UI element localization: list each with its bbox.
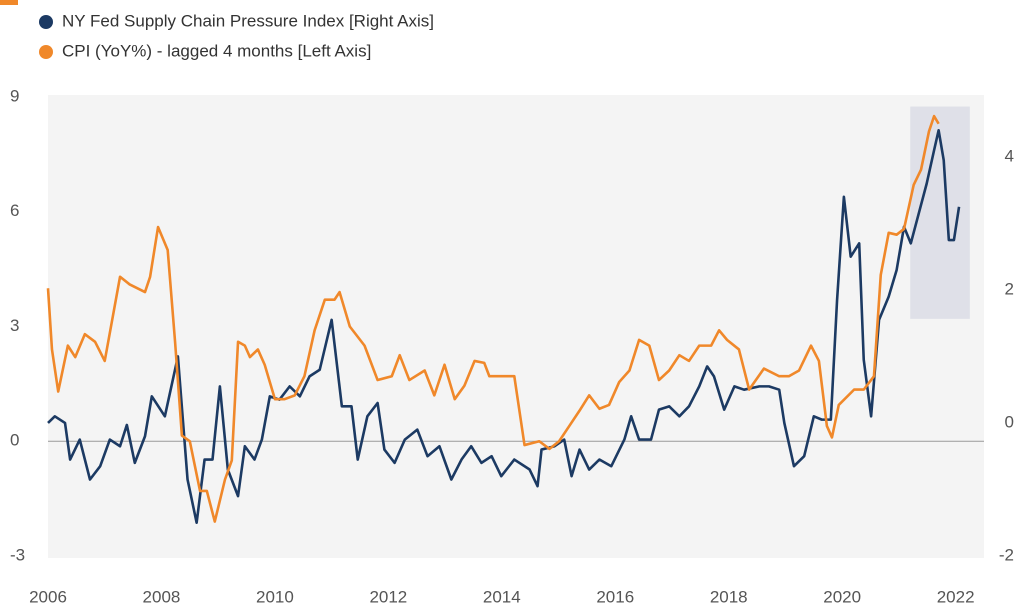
y2-tick-label: 0	[1005, 412, 1014, 431]
legend-marker	[39, 15, 53, 29]
y-tick-label: 0	[10, 431, 19, 450]
y2-tick-label: 4	[1005, 146, 1014, 165]
y-tick-label: 3	[10, 316, 19, 335]
x-tick-label: 2012	[369, 587, 407, 606]
x-tick-label: 2008	[143, 587, 181, 606]
y-tick-label: 6	[10, 201, 19, 220]
x-tick-label: 2018	[710, 587, 748, 606]
y-tick-label: -3	[10, 545, 25, 564]
x-tick-label: 2016	[596, 587, 634, 606]
series-line	[46, 114, 940, 523]
x-tick-label: 2022	[937, 587, 975, 606]
corner-accent	[0, 0, 18, 5]
x-tick-label: 2014	[483, 587, 521, 606]
y-tick-label: 9	[10, 86, 19, 105]
legend-marker	[39, 45, 53, 59]
legend-label: CPI (YoY%) - lagged 4 months [Left Axis]	[62, 41, 371, 60]
plot-background	[48, 95, 984, 558]
x-tick-label: 2020	[823, 587, 861, 606]
legend-label: NY Fed Supply Chain Pressure Index [Righ…	[62, 11, 434, 30]
y2-tick-label: -2	[999, 545, 1014, 564]
series-line	[47, 128, 961, 525]
y2-tick-label: 2	[1005, 279, 1014, 298]
x-tick-label: 2010	[256, 587, 294, 606]
x-tick-label: 2006	[29, 587, 67, 606]
